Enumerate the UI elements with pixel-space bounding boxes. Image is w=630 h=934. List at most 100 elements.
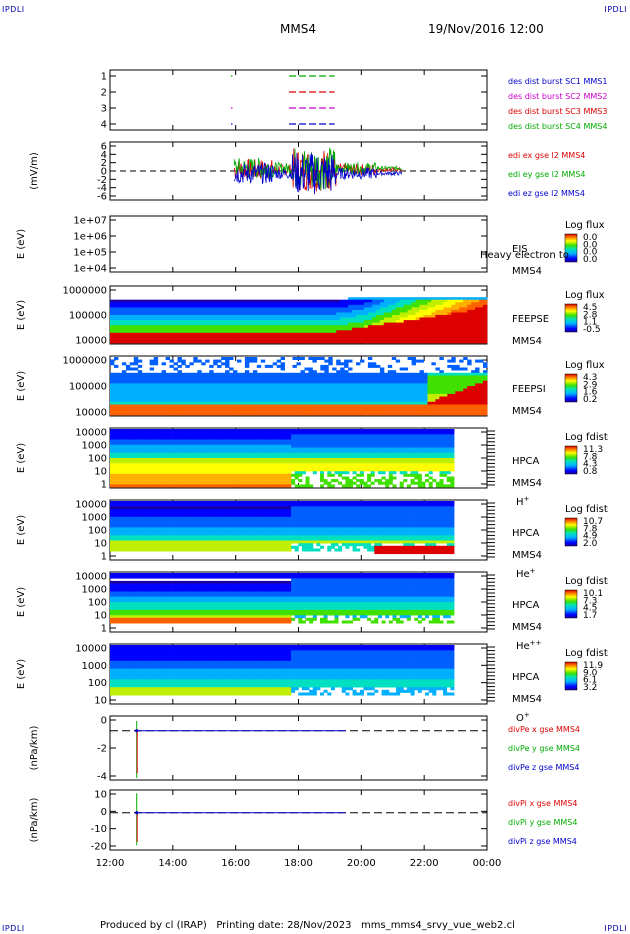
spectrogram-cell <box>133 335 139 339</box>
spectrogram-cell <box>292 320 297 323</box>
spectrogram-cell <box>399 367 405 371</box>
spectrogram-cell <box>411 297 416 301</box>
spectrogram-cell <box>114 388 119 392</box>
spectrogram-cell <box>149 367 155 371</box>
spectrogram-cell <box>348 332 353 336</box>
spectrogram-cell <box>338 471 343 475</box>
spectrogram-cell <box>327 473 332 477</box>
spectrogram-cell <box>120 431 125 435</box>
y-tick-label: 100000 <box>69 382 107 393</box>
spectrogram-cell <box>308 322 313 326</box>
spectrogram-cell <box>169 386 174 389</box>
spectrogram-cell <box>110 399 115 403</box>
spectrogram-cell <box>419 320 424 323</box>
spectrogram-cell <box>215 463 219 467</box>
spectrogram-cell <box>241 372 246 376</box>
spectrogram-cell <box>146 471 151 475</box>
spectrogram-cell <box>280 367 285 371</box>
spectrogram-cell <box>352 447 357 451</box>
spectrogram-cell <box>135 463 140 467</box>
spectrogram-cell <box>399 386 405 389</box>
spectrogram-cell <box>173 404 178 408</box>
spectrogram-cell <box>215 455 219 459</box>
spectrogram-cell <box>185 327 190 331</box>
spectrogram-cell <box>233 484 238 488</box>
spectrogram-cell <box>379 309 385 313</box>
spectrogram-cell <box>387 412 393 416</box>
spectrogram-cell <box>110 393 115 397</box>
spectrogram-cell <box>345 436 350 440</box>
spectrogram-cell <box>419 297 424 301</box>
spectrogram-cell <box>137 299 143 303</box>
spectrogram-cell <box>225 444 230 448</box>
spectrogram-cell <box>215 473 219 477</box>
spectrogram-cell <box>196 471 201 475</box>
spectrogram-cell <box>178 431 183 435</box>
spectrogram-cell <box>181 322 186 326</box>
spectrogram-cell <box>375 404 381 408</box>
spectrogram-cell <box>431 332 436 336</box>
spectrogram-cell <box>427 337 432 341</box>
spectrogram-cell <box>459 299 464 303</box>
spectrogram-cell <box>262 460 267 464</box>
spectrogram-cell <box>110 455 114 459</box>
spectrogram-cell <box>301 468 306 472</box>
spectrogram-cell <box>352 404 357 408</box>
spectrogram-cell <box>145 401 151 405</box>
y-tick-label: 10 <box>94 467 107 478</box>
spectrogram-cell <box>455 335 460 339</box>
spectrogram-cell <box>403 307 409 311</box>
spectrogram-cell <box>327 455 332 459</box>
spectrogram-cell <box>157 383 162 387</box>
spectrogram-cell <box>387 309 393 313</box>
spectrogram-cell <box>247 455 252 459</box>
spectrogram-cell <box>367 320 373 323</box>
spectrogram-cell <box>213 335 218 339</box>
spectrogram-cell <box>125 312 131 316</box>
colorbar <box>564 233 578 263</box>
spectrogram-cell <box>110 309 115 313</box>
spectrogram-cell <box>287 434 292 438</box>
spectrogram-cell <box>125 399 131 403</box>
spectrogram-cell <box>475 359 480 363</box>
spectrogram-cell <box>237 383 242 387</box>
spectrogram-cell <box>427 325 432 329</box>
spectrogram-cell <box>439 322 444 326</box>
spectrogram-cell <box>153 312 159 316</box>
spectrogram-cell <box>177 401 182 405</box>
spectrogram-cell <box>169 391 174 395</box>
spectrogram-cell <box>175 439 180 443</box>
spectrogram-cell <box>475 367 480 371</box>
spectrogram-cell <box>344 320 349 323</box>
spectrogram-cell <box>471 307 476 311</box>
spectrogram-cell <box>196 481 201 485</box>
spectrogram-cell <box>121 299 127 303</box>
spectrogram-cell <box>387 407 393 411</box>
spectrogram-cell <box>296 409 301 413</box>
spectrogram-cell <box>221 372 226 376</box>
spectrogram-cell <box>169 409 174 413</box>
spectrogram-cell <box>129 386 135 389</box>
spectrogram-cell <box>360 330 365 334</box>
spectrogram-cell <box>403 391 409 395</box>
spectrogram-cell <box>296 362 301 366</box>
spectrogram-cell <box>312 337 317 341</box>
spectrogram-cell <box>205 325 210 329</box>
spectrogram-cell <box>149 380 155 384</box>
spectrogram-cell <box>173 372 178 376</box>
spectrogram-cell <box>225 317 230 321</box>
spectrogram-cell <box>200 458 205 461</box>
spectrogram-cell <box>296 412 301 416</box>
spectrogram-cell <box>211 473 216 477</box>
spectrogram-cell <box>129 409 135 413</box>
legend-entry: des dist burst SC1 MMS1 <box>508 77 607 86</box>
spectrogram-cell <box>173 325 178 329</box>
spectrogram-cell <box>379 299 385 303</box>
spectrogram-cell <box>332 396 337 400</box>
spectrogram-cell <box>131 463 136 467</box>
spectrogram-cell <box>431 335 436 339</box>
spectrogram-cell <box>272 327 278 331</box>
spectrogram-cell <box>125 330 131 334</box>
spectrogram-cell <box>189 429 194 432</box>
